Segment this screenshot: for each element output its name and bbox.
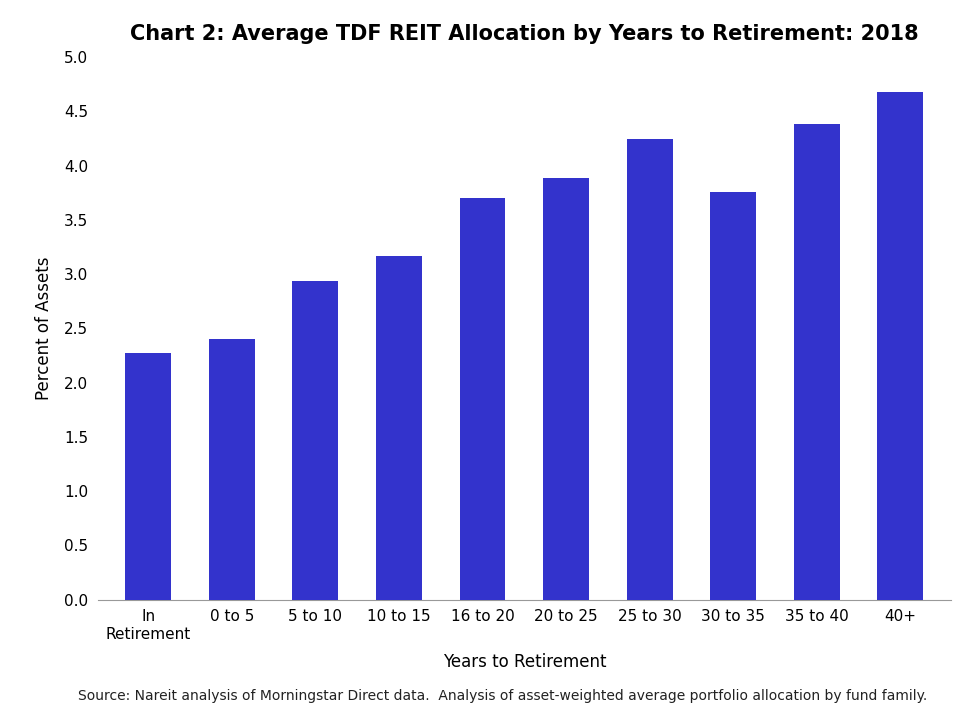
Bar (376, 256, 422, 600)
Title: Chart 2: Average TDF REIT Allocation by Years to Retirement: 2018: Chart 2: Average TDF REIT Allocation by … (130, 24, 918, 44)
Y-axis label: Percent of Assets: Percent of Assets (35, 257, 53, 400)
Bar (125, 353, 172, 600)
Bar (710, 191, 757, 600)
Bar (794, 124, 840, 600)
Bar (543, 178, 589, 600)
Bar (292, 281, 338, 600)
Bar (626, 139, 672, 600)
Text: Source: Nareit analysis of Morningstar Direct data.  Analysis of asset-weighted : Source: Nareit analysis of Morningstar D… (78, 689, 928, 703)
Bar (877, 92, 923, 600)
Bar (209, 339, 255, 600)
X-axis label: Years to Retirement: Years to Retirement (443, 653, 606, 671)
Bar (460, 198, 506, 600)
